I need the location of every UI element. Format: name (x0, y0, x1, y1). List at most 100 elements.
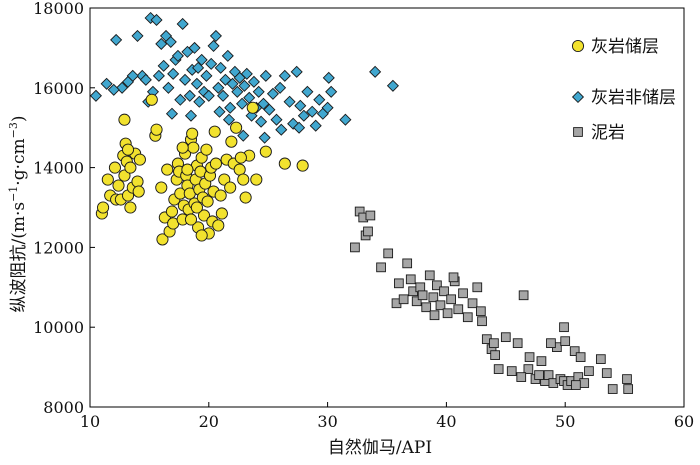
square-point (424, 270, 435, 281)
circle-point (121, 143, 135, 156)
square-point (477, 316, 487, 327)
square-point (415, 282, 426, 293)
square-point (490, 350, 500, 360)
diamond-point (207, 39, 220, 52)
diamond-point (283, 95, 296, 108)
square-point (429, 310, 440, 321)
y-axis-unit-superscript: −3 (7, 122, 20, 138)
circle-point (184, 213, 198, 226)
square-point (523, 364, 534, 374)
y-axis-title-main: 纵波阻抗/ (9, 239, 29, 313)
square-point (350, 242, 360, 253)
square-point (398, 294, 409, 305)
square-point (579, 378, 590, 388)
square-point (500, 332, 511, 343)
diamond-point (89, 89, 102, 102)
diamond-point (259, 69, 272, 82)
diamond-point (110, 33, 123, 46)
y-tick-label: 14000 (33, 159, 84, 178)
diamond-point (339, 113, 352, 126)
diamond-point (193, 95, 206, 108)
diamond-point (226, 77, 239, 90)
diamond-point (290, 65, 303, 78)
square-point (421, 302, 432, 313)
legend-label: 泥岩 (591, 123, 625, 143)
diamond-point (325, 85, 338, 98)
diamond-point (107, 83, 120, 96)
circle-point (156, 233, 169, 246)
square-point (462, 312, 473, 323)
circle-point (250, 173, 263, 186)
legend-label: 灰岩储层 (591, 37, 659, 57)
square-point (432, 280, 442, 291)
diamond-point (224, 101, 237, 114)
diamond-point (294, 99, 307, 112)
diamond-point (131, 29, 144, 42)
diamond-point (167, 67, 180, 80)
circle-point (124, 161, 137, 174)
diamond-point (245, 109, 258, 122)
diamond-point (252, 85, 265, 98)
diamond-point (200, 69, 213, 82)
square-point (546, 338, 556, 349)
x-tick-label: 40 (436, 412, 456, 431)
square-point (402, 258, 413, 269)
diamond-point (309, 119, 322, 132)
diamond-point (190, 77, 203, 90)
circle-point (132, 185, 145, 198)
diamond-point (176, 17, 189, 30)
y-tick-label: 10000 (33, 318, 84, 337)
circle-point (124, 201, 137, 214)
square-point (439, 286, 449, 297)
diamond-point (162, 81, 175, 94)
circle-point (208, 125, 221, 138)
legend-label: 灰岩非储层 (591, 88, 676, 108)
square-point (559, 322, 569, 333)
diamond-point (236, 97, 249, 110)
square-point (467, 298, 478, 309)
circle-point (224, 181, 237, 194)
diamond-point (321, 101, 334, 114)
circle-point (161, 163, 174, 176)
axis-ticks: 10 20 30 40 50 60 8000 10000 12000 14000 16000 1800… (33, 0, 694, 431)
y-axis-title: 纵波阻抗/(m·s−1·g·cm−3) (7, 115, 29, 312)
square-point (506, 366, 517, 376)
diamond-point (237, 129, 250, 142)
diamond-point (275, 123, 288, 136)
diamond-point (155, 37, 168, 50)
series-diamond-group (89, 11, 399, 144)
diamond-point (195, 53, 208, 66)
circle-point (195, 229, 208, 242)
circle-point (101, 173, 114, 186)
diamond-point (293, 121, 306, 134)
circle-point (209, 157, 222, 170)
circle-point (118, 113, 131, 126)
legend-circle-marker (571, 39, 585, 53)
square-point (622, 374, 632, 384)
circle-point (197, 209, 211, 222)
y-axis-unit-superscript: −1 (7, 186, 20, 202)
diamond-point (247, 75, 260, 88)
circle-point (233, 163, 246, 176)
diamond-point (231, 85, 244, 98)
y-tick-label: 8000 (43, 398, 84, 417)
diamond-point (222, 113, 236, 126)
diamond-point (213, 105, 226, 118)
circle-point (108, 161, 121, 174)
series-square-group (350, 206, 634, 394)
circle-point (296, 159, 309, 172)
diamond-point (217, 89, 230, 102)
square-point (493, 364, 504, 374)
diamond-point (139, 73, 152, 86)
square-point (405, 274, 416, 285)
diamond-point (100, 77, 113, 90)
circle-point (239, 191, 252, 204)
circle-point (214, 189, 227, 202)
circle-point (259, 145, 272, 158)
diamond-point (322, 71, 335, 84)
square-point (394, 278, 404, 289)
square-point (524, 352, 535, 362)
circle-point (234, 151, 247, 164)
